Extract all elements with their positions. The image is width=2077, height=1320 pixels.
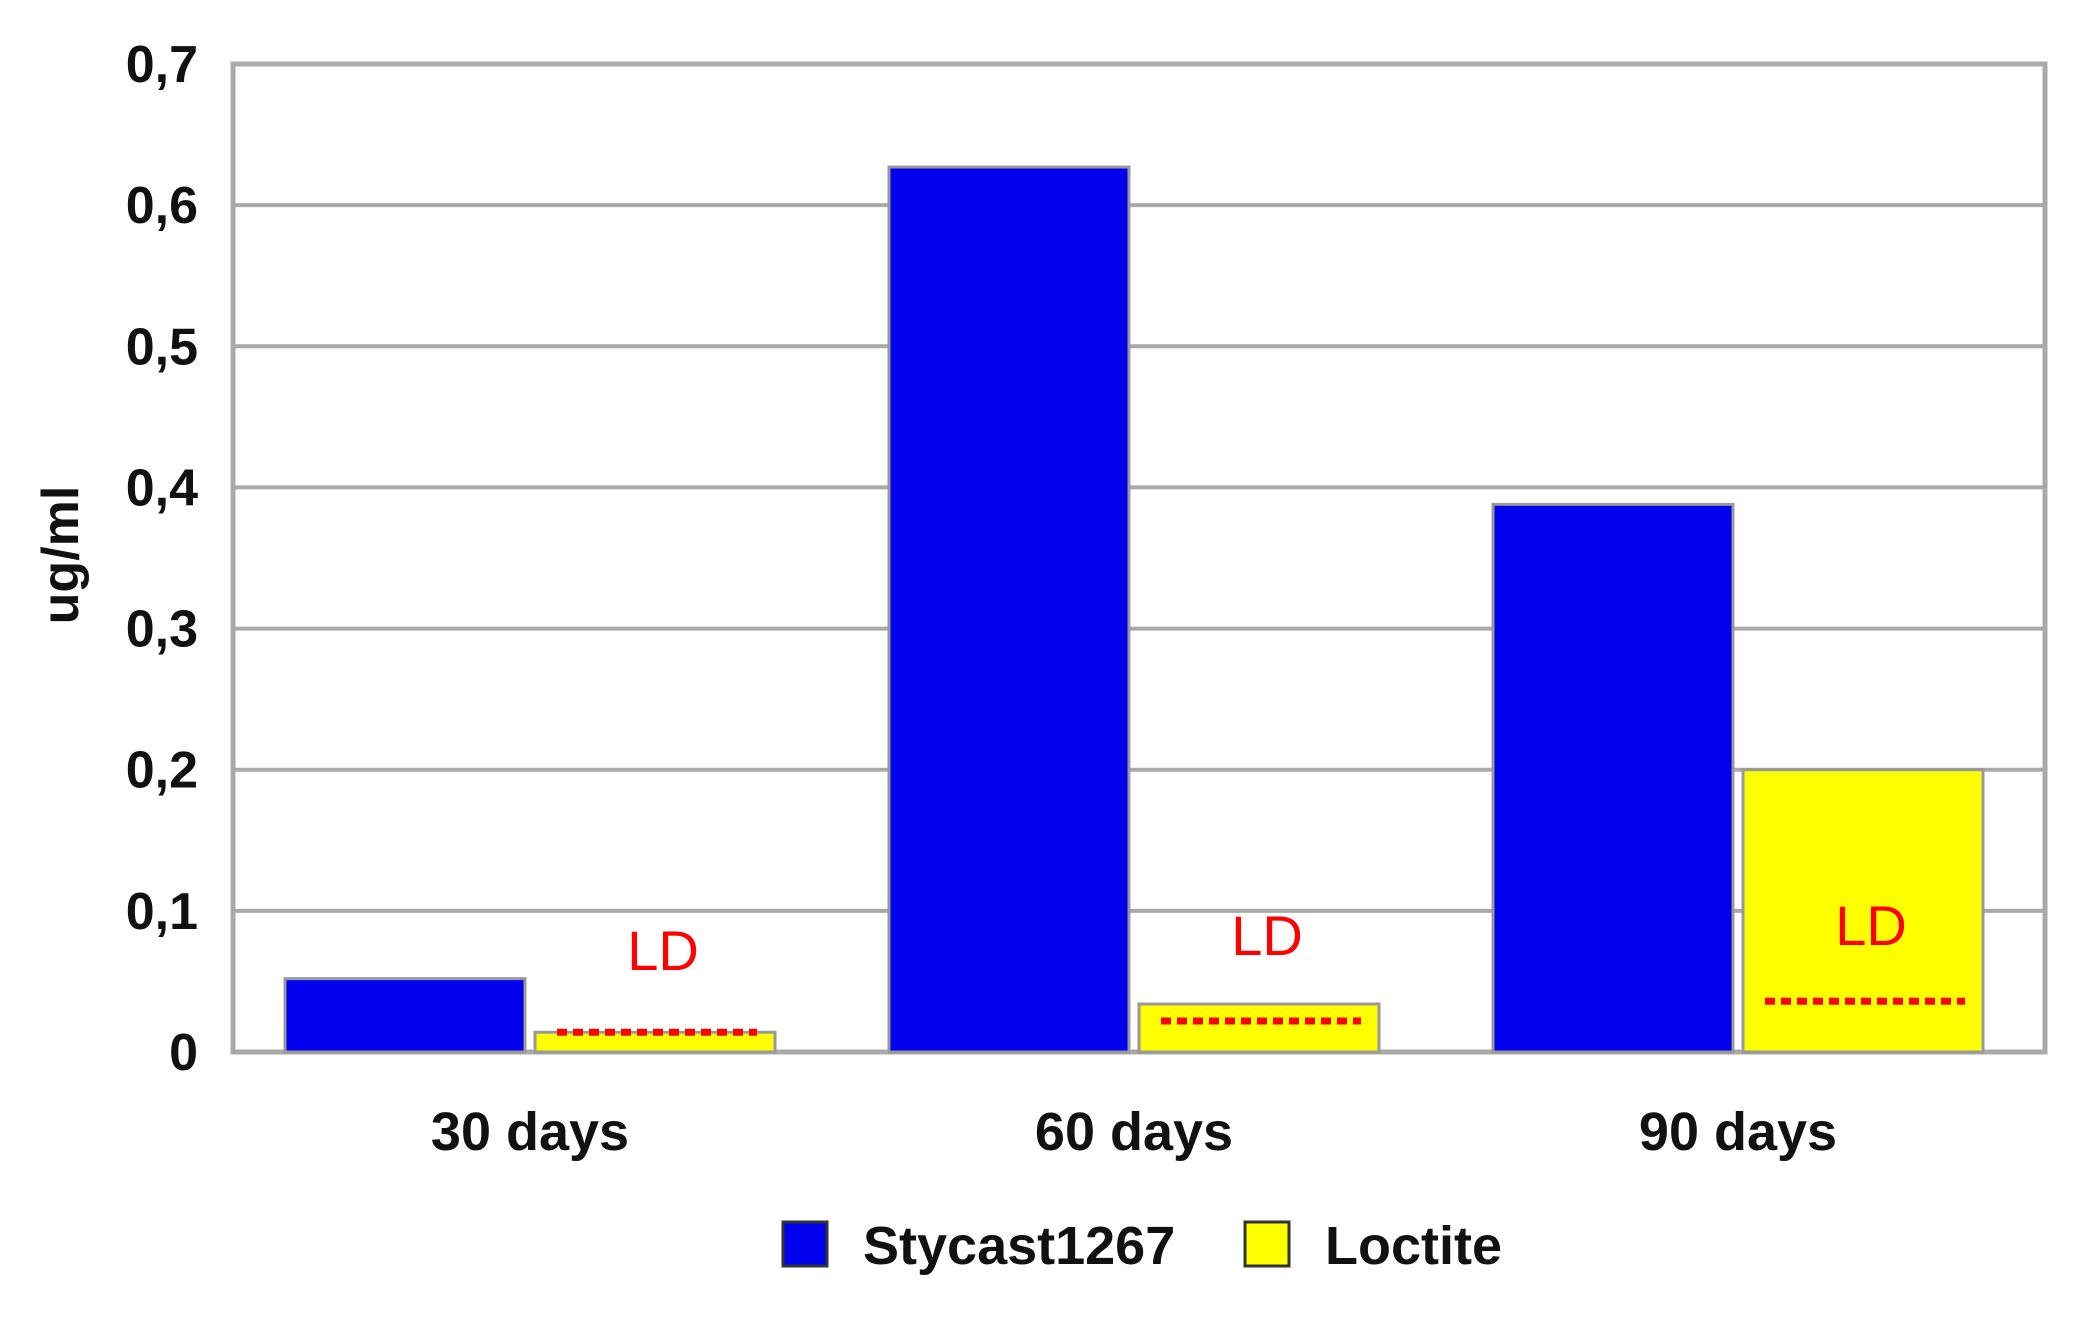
bar-stycast1267 xyxy=(283,977,527,1054)
bar-loctite xyxy=(1741,768,1985,1054)
y-axis-title: ug/ml xyxy=(32,486,90,625)
legend-label: Loctite xyxy=(1325,1216,1502,1276)
legend: Stycast1267 Loctite xyxy=(781,1216,1502,1276)
legend-label: Stycast1267 xyxy=(863,1216,1175,1276)
x-category-label: 60 days xyxy=(1035,1102,1233,1162)
y-tick-label: 0,3 xyxy=(126,601,198,659)
y-tick-label: 0 xyxy=(169,1024,198,1082)
detection-limit-label: LD xyxy=(1835,894,1907,957)
y-tick-label: 0,5 xyxy=(126,318,198,376)
bar-stycast1267 xyxy=(1491,502,1735,1054)
bar-stycast1267 xyxy=(887,165,1131,1054)
x-category-label: 30 days xyxy=(431,1102,629,1162)
legend-swatch xyxy=(781,1220,829,1268)
detection-limit-label: LD xyxy=(1231,904,1303,967)
y-tick-label: 0,4 xyxy=(126,459,198,517)
y-tick-label: 0,7 xyxy=(126,36,198,94)
y-tick-labels: 0 0,1 0,2 0,3 0,4 0,5 0,6 0,7 xyxy=(126,36,198,1082)
detection-limit-label: LD xyxy=(627,919,699,982)
x-category-labels: 30 days 60 days 90 days xyxy=(431,1102,1837,1162)
bar-loctite xyxy=(1137,1002,1381,1054)
detection-limit-markers: LD LD LD xyxy=(557,894,1965,1036)
x-category-label: 90 days xyxy=(1639,1102,1837,1162)
y-tick-label: 0,2 xyxy=(126,742,198,800)
bars xyxy=(283,165,1985,1054)
y-tick-label: 0,6 xyxy=(126,177,198,235)
y-tick-label: 0,1 xyxy=(126,883,198,941)
legend-swatch xyxy=(1243,1220,1291,1268)
